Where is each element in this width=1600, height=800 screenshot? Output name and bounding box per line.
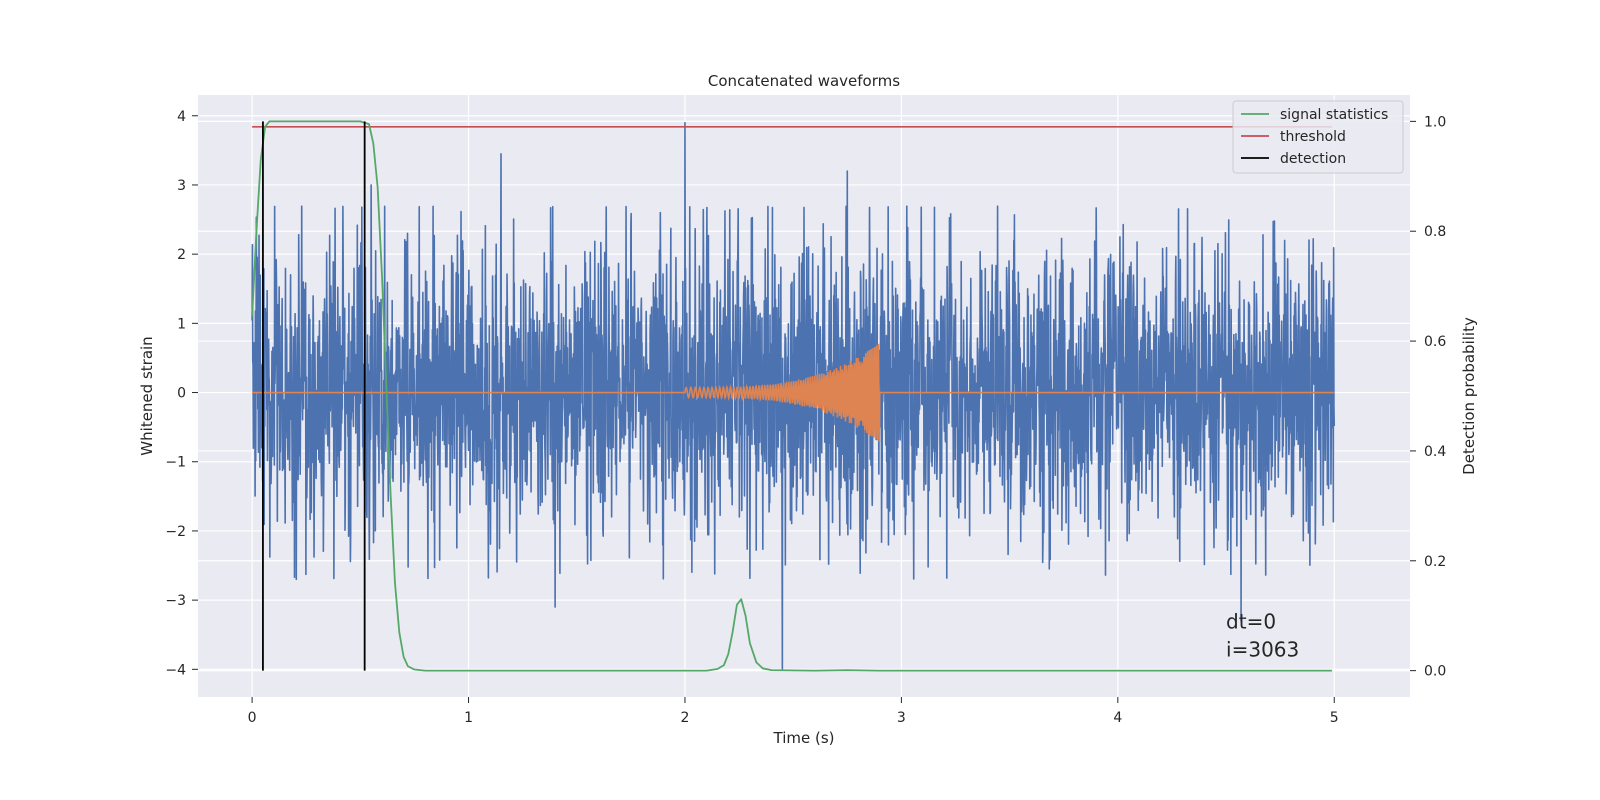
x-axis-label: Time (s) xyxy=(773,729,835,747)
y2-tick-label: 1.0 xyxy=(1424,114,1446,130)
x-tick-label: 5 xyxy=(1330,710,1339,726)
y2-tick-label: 0.0 xyxy=(1424,664,1446,680)
legend-label: detection xyxy=(1280,151,1346,167)
y-tick-label: −3 xyxy=(165,593,186,609)
legend: signal statistics threshold detection xyxy=(1232,100,1404,174)
y2-axis-label: Detection probability xyxy=(1460,317,1478,475)
x-tick-label: 1 xyxy=(464,710,473,726)
annotation-dt: dt=0 xyxy=(1226,610,1276,634)
y-tick-label: 2 xyxy=(177,247,186,263)
noise-series-line xyxy=(251,121,1336,671)
x-tick-label: 4 xyxy=(1113,710,1122,726)
y2-tick-label: 0.8 xyxy=(1424,224,1446,240)
x-tick-label: 2 xyxy=(681,710,690,726)
series-layer xyxy=(251,120,1336,672)
annotation-index: i=3063 xyxy=(1226,638,1299,662)
waveform-series-line xyxy=(252,343,1335,443)
axes: 0 1 2 3 4 5 −4 −3 −2 −1 0 1 2 3 4 0.0 0.2 0.4 0.6 0.8 1.0 xyxy=(165,109,1446,726)
y-tick-label: −4 xyxy=(165,662,186,678)
y2-tick-label: 0.2 xyxy=(1424,554,1446,570)
signal-statistics-line xyxy=(251,120,1333,672)
y-tick-label: 3 xyxy=(177,178,186,194)
x-tick-label: 0 xyxy=(248,710,257,726)
chart-title: Concatenated waveforms xyxy=(708,72,900,90)
x-tick-label: 3 xyxy=(897,710,906,726)
legend-label: signal statistics xyxy=(1280,107,1388,123)
y-tick-label: −2 xyxy=(165,524,186,540)
y-tick-label: 0 xyxy=(177,386,186,402)
y-tick-label: 1 xyxy=(177,316,186,332)
y2-tick-label: 0.4 xyxy=(1424,444,1446,460)
y2-tick-label: 0.6 xyxy=(1424,334,1446,350)
y-axis-label: Whitened strain xyxy=(138,336,156,455)
legend-box xyxy=(1232,100,1404,174)
y-tick-label: −1 xyxy=(165,455,186,471)
y-tick-label: 4 xyxy=(177,109,186,125)
legend-label: threshold xyxy=(1280,129,1346,145)
